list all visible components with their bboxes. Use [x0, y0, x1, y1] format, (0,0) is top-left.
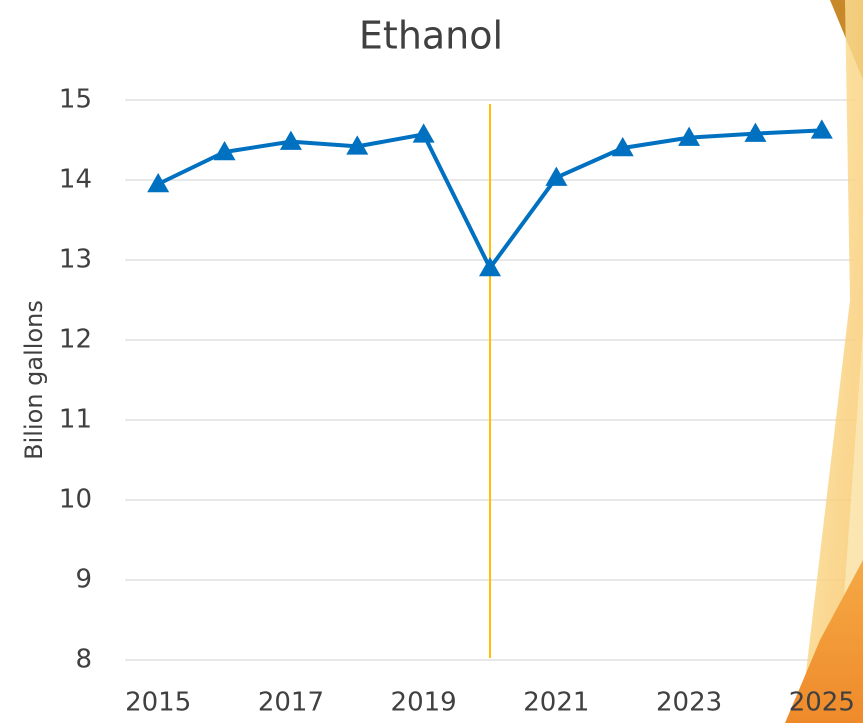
y-tick-label: 14 [59, 165, 92, 195]
x-tick-label: 2025 [789, 688, 855, 718]
y-tick-label: 9 [75, 565, 92, 595]
x-tick-label: 2023 [656, 688, 722, 718]
y-tick-label: 8 [75, 645, 92, 675]
chart: Ethanol Bilion gallons 8 9 10 11 12 13 14 15 201… [0, 0, 863, 723]
data-point [147, 173, 169, 192]
x-tick-label: 2015 [125, 688, 191, 718]
x-tick-label: 2017 [258, 688, 324, 718]
x-tick-label: 2019 [391, 688, 457, 718]
data-point [413, 123, 435, 142]
decoration [785, 0, 863, 723]
y-tick-label: 13 [59, 245, 92, 275]
plot-area [125, 100, 855, 660]
y-tick-label: 10 [59, 485, 92, 515]
chart-title: Ethanol [359, 14, 503, 58]
y-tick-label: 15 [59, 85, 92, 115]
x-tick-label: 2021 [523, 688, 589, 718]
y-tick-label: 11 [59, 405, 92, 435]
y-tick-label: 12 [59, 325, 92, 355]
y-axis-label: Bilion gallons [20, 300, 48, 460]
